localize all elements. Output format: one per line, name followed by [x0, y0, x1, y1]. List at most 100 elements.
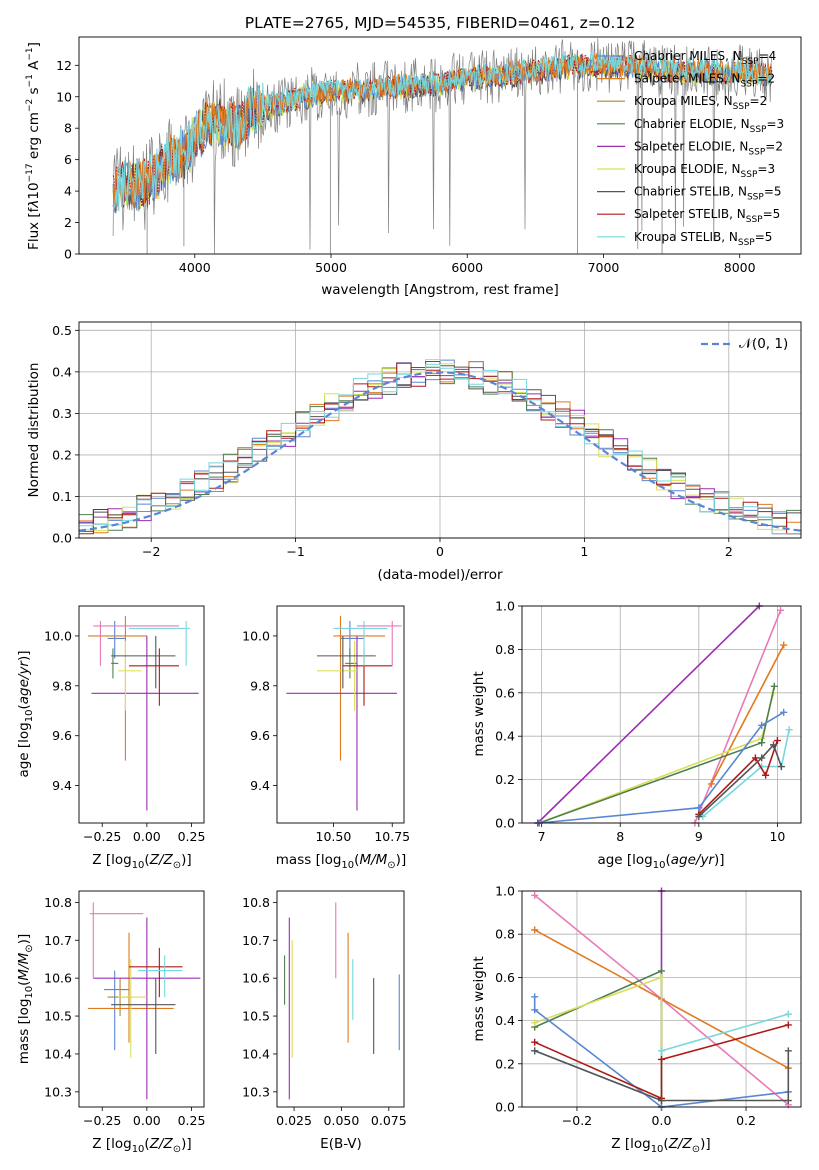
- residuals-xtick-label: 1: [580, 544, 588, 559]
- residuals-ytick-label: 0.4: [52, 364, 72, 379]
- z-weight-series-line: [534, 1024, 789, 1100]
- normal-legend-label: 𝒩(0, 1): [739, 336, 788, 352]
- age-weight-marker: [758, 721, 766, 729]
- z-weight-series-line: [534, 976, 663, 1107]
- residual-histograms: [79, 359, 801, 535]
- legend-entry: Salpeter ELODIE, NSSP=2: [634, 139, 783, 157]
- residual-histogram: [79, 361, 801, 532]
- age-weight-xtick-label: 7: [538, 829, 546, 844]
- z-age-xtick-label: 0.00: [133, 829, 161, 844]
- z-weight-marker: [531, 993, 539, 1001]
- age-weight-marker: [707, 780, 715, 788]
- spectrum-ytick-label: 4: [64, 184, 72, 199]
- residuals-xtick-label: −2: [142, 544, 160, 559]
- age-weight-marker: [773, 737, 781, 745]
- z-mass-ytick-label: 10.3: [44, 1084, 72, 1099]
- spectrum-xtick-label: 8000: [724, 260, 756, 275]
- mass-age-ytick-label: 9.4: [250, 778, 270, 793]
- z-age-xtick-label: −0.25: [83, 829, 121, 844]
- z-weight-xtick-label: 0.2: [736, 1113, 756, 1128]
- ebv-mass-ytick-label: 10.6: [242, 971, 270, 986]
- z-weight-series-line: [534, 1050, 790, 1102]
- z-weight-marker: [531, 1047, 539, 1055]
- spectrum-ytick-label: 8: [64, 121, 72, 136]
- age-weight-series-line: [698, 740, 779, 815]
- residuals-ytick-label: 0.3: [52, 406, 72, 421]
- residuals-ytick-label: 0.5: [52, 323, 72, 338]
- age-weight-xtick-label: 10: [769, 829, 785, 844]
- z-weight-ytick-label: 0.4: [495, 1013, 515, 1028]
- residuals-xlabel: (data-model)/error: [377, 567, 503, 583]
- age-weight-xtick-label: 8: [616, 829, 624, 844]
- z-age-xtick-label: 0.25: [178, 829, 206, 844]
- age-weight-marker: [758, 739, 766, 747]
- mass-age-frame: [276, 605, 405, 824]
- z-weight-frame: [521, 890, 802, 1108]
- ebv-mass-ytick-label: 10.8: [242, 895, 270, 910]
- z-age-ylabel: age [log10(age/yr)]: [16, 650, 35, 777]
- z-weight-marker: [658, 967, 665, 975]
- z-age-ytick-label: 9.4: [52, 778, 72, 793]
- z-mass-ytick-label: 10.6: [44, 971, 72, 986]
- age-weight-ytick-label: 0.2: [495, 772, 515, 787]
- z-age-frame: [78, 605, 205, 824]
- spectrum-xtick-label: 6000: [451, 260, 483, 275]
- age-weight-ytick-label: 0.6: [495, 685, 515, 700]
- age-weight-series-line: [698, 743, 783, 818]
- age-weight-marker: [785, 726, 793, 734]
- age-weight-marker: [780, 641, 788, 649]
- residuals-ytick-label: 0.0: [52, 531, 72, 546]
- z-weight-ytick-label: 0.2: [495, 1056, 515, 1071]
- legend-entry: Chabrier STELIB, NSSP=5: [634, 185, 782, 203]
- spectrum-ytick-label: 0: [64, 247, 72, 262]
- ebv-mass-xtick-label: 0.050: [324, 1113, 360, 1128]
- z-weight-marker: [784, 1097, 792, 1105]
- z-weight-marker: [531, 1019, 539, 1027]
- residuals-frame: [78, 321, 802, 539]
- age-weight-marker: [777, 763, 785, 771]
- legend-entry: Salpeter MILES, NSSP=2: [634, 72, 775, 90]
- z-weight-series-line: [534, 969, 663, 1107]
- ebv-mass-ytick-label: 10.3: [242, 1084, 270, 1099]
- z-mass-ytick-label: 10.7: [44, 933, 72, 948]
- age-weight-ylabel: mass weight: [471, 671, 487, 756]
- z-mass-ylabel: mass [log10(M/M⊙)]: [16, 934, 35, 1064]
- spectrum-xtick-label: 4000: [179, 260, 211, 275]
- z-mass-xlabel: Z [log10(Z/Z⊙)]: [92, 1136, 191, 1155]
- mass-age-ytick-label: 9.6: [250, 728, 270, 743]
- ebv-mass-frame: [276, 890, 405, 1108]
- age-weight-series-line: [539, 711, 785, 824]
- age-weight-ytick-label: 0.0: [495, 816, 515, 831]
- legend-entry: Kroupa ELODIE, NSSP=3: [634, 162, 775, 180]
- z-weight-ylabel: mass weight: [471, 956, 487, 1041]
- ebv-mass-ytick-label: 10.7: [242, 933, 270, 948]
- z-weight-marker: [531, 891, 539, 899]
- age-weight-marker: [762, 771, 770, 779]
- model-spectrum: [112, 53, 773, 210]
- z-age-ytick-label: 9.6: [52, 728, 72, 743]
- age-weight-marker: [695, 804, 703, 812]
- residuals-xtick-label: 0: [436, 544, 444, 559]
- age-weight-marker: [695, 812, 703, 820]
- age-weight-marker: [780, 708, 788, 716]
- z-weight-marker: [658, 973, 665, 981]
- age-weight-xtick-label: 9: [695, 829, 703, 844]
- spectrum-traces: [112, 38, 773, 254]
- z-age-ytick-label: 10.0: [44, 628, 72, 643]
- age-weight-marker: [751, 754, 759, 762]
- legend-entry: Kroupa MILES, NSSP=2: [634, 94, 767, 112]
- legend-entry: Kroupa STELIB, NSSP=5: [634, 230, 772, 248]
- age-weight-marker: [777, 606, 785, 614]
- age-weight-ytick-label: 1.0: [495, 599, 515, 614]
- mass-age-ytick-label: 9.8: [250, 678, 270, 693]
- z-weight-marker: [658, 1055, 665, 1063]
- residual-histogram: [79, 363, 801, 535]
- z-weight-marker: [658, 1097, 665, 1105]
- residuals-ytick-label: 0.2: [52, 447, 72, 462]
- spectrum-xlabel: wavelength [Angstrom, rest frame]: [321, 282, 559, 298]
- z-weight-marker: [784, 1047, 792, 1055]
- age-weight-marker: [770, 682, 778, 690]
- z-age-xlabel: Z [log10(Z/Z⊙)]: [92, 852, 191, 871]
- age-weight-marker: [769, 741, 777, 749]
